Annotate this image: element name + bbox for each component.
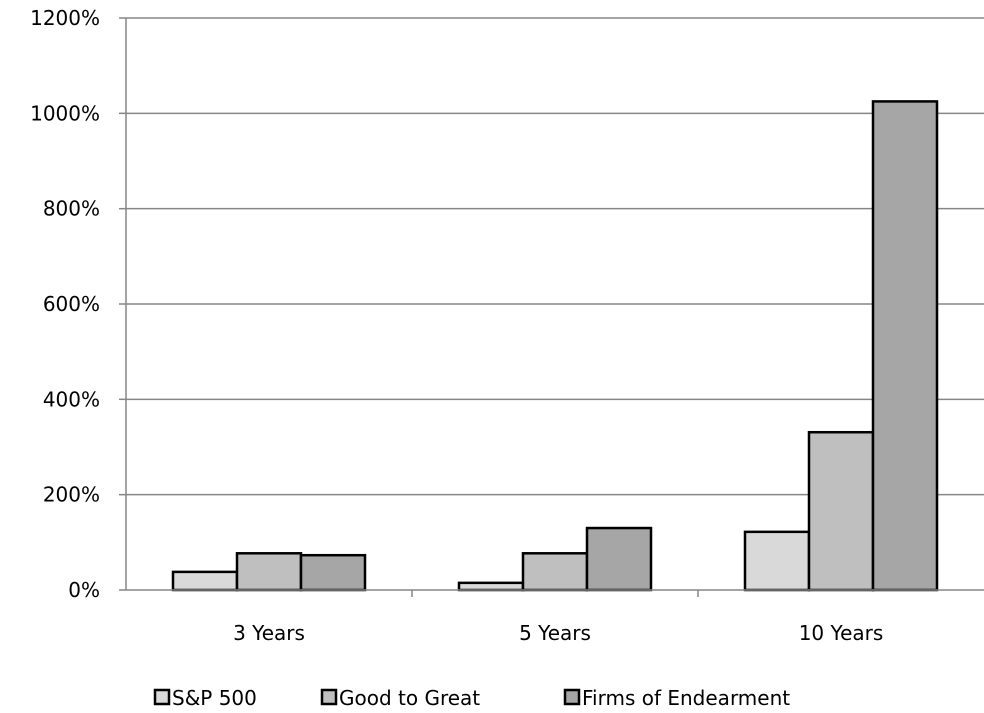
bar-2-0: [299, 553, 367, 592]
x-category-label: 3 Years: [233, 621, 305, 645]
legend: S&P 500 Good to Great Firms of Endearment: [153, 686, 790, 710]
gridlines: [119, 17, 984, 591]
bar-1-1: [521, 552, 589, 592]
y-tick-label: 0%: [68, 578, 100, 602]
bar-2-2: [871, 100, 939, 592]
y-tick-label: 1000%: [30, 101, 100, 125]
bar-1-0: [235, 552, 303, 592]
bar-2-1: [585, 526, 653, 592]
y-tick-label: 200%: [43, 483, 100, 507]
bar-0-1: [457, 581, 525, 592]
legend-label: Firms of Endearment: [582, 686, 790, 710]
axes: [125, 18, 984, 597]
y-axis-tick-labels: 0% 200% 400% 600% 800% 1000% 1200%: [30, 6, 100, 602]
bars: [171, 100, 939, 592]
x-axis-category-labels: 3 Years 5 Years 10 Years: [233, 621, 883, 645]
legend-swatch: [320, 688, 338, 706]
bar-0-0: [171, 570, 239, 592]
x-category-label: 5 Years: [519, 621, 591, 645]
bar-0-2: [743, 530, 811, 592]
y-tick-label: 600%: [43, 292, 100, 316]
y-tick-label: 1200%: [30, 6, 100, 30]
bar-1-2: [807, 430, 875, 592]
x-category-label: 10 Years: [799, 621, 884, 645]
legend-swatch: [153, 688, 171, 706]
legend-label: S&P 500: [172, 686, 257, 710]
y-tick-label: 800%: [43, 197, 100, 221]
legend-label: Good to Great: [339, 686, 480, 710]
legend-swatch: [563, 688, 581, 706]
y-tick-label: 400%: [43, 387, 100, 411]
